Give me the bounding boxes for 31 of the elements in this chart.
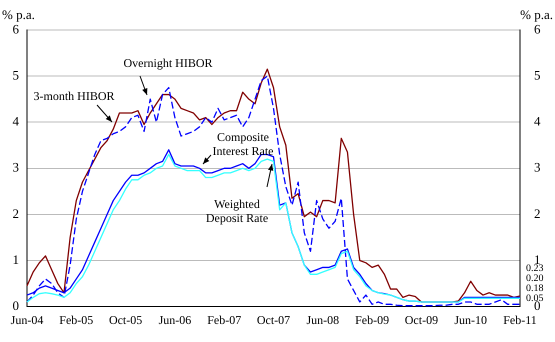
y-tick-label: 2 xyxy=(12,206,19,221)
series-label: Weighted Deposit Rate xyxy=(206,197,268,226)
y-tick-label: 4 xyxy=(12,114,20,129)
x-tick-label: Feb-09 xyxy=(355,312,390,327)
y2-axis-title: % p.a. xyxy=(520,6,553,22)
y2-tick-label: 6 xyxy=(534,21,541,36)
y-tick-label: 0 xyxy=(12,298,19,314)
y-tick-label: 3 xyxy=(12,160,19,175)
y-axis-title: % p.a. xyxy=(2,6,35,22)
y2-tick-label: 3 xyxy=(534,160,540,175)
x-tick-label: Oct-07 xyxy=(256,312,290,327)
x-tick-label: Jun-08 xyxy=(306,312,340,327)
series-label: Composite Interest Rate xyxy=(212,130,274,158)
y2-tick-label: 4 xyxy=(534,114,541,129)
text: Overnight HIBOR xyxy=(124,56,212,70)
x-tick-label: Oct-09 xyxy=(404,312,438,327)
y-tick-label: 1 xyxy=(12,252,19,267)
x-tick-label: Feb-07 xyxy=(207,312,242,327)
data-label: 0.20 xyxy=(526,273,544,284)
y2-tick-label: 5 xyxy=(534,68,540,83)
y-tick-label: 5 xyxy=(12,68,19,83)
y2-tick-label: 2 xyxy=(534,206,540,221)
x-tick-label: Jun-06 xyxy=(158,312,192,327)
y-tick-label: 6 xyxy=(12,21,20,36)
x-tick-label: Feb-11 xyxy=(503,312,537,327)
x-tick-label: Feb-05 xyxy=(59,312,94,327)
series-label: 3-month HIBOR xyxy=(34,89,114,104)
x-tick-label: Jun-04 xyxy=(10,312,44,327)
x-tick-label: Jun-10 xyxy=(454,312,488,327)
data-label: 0.18 xyxy=(526,283,544,294)
x-tick-label: Oct-05 xyxy=(108,312,142,327)
